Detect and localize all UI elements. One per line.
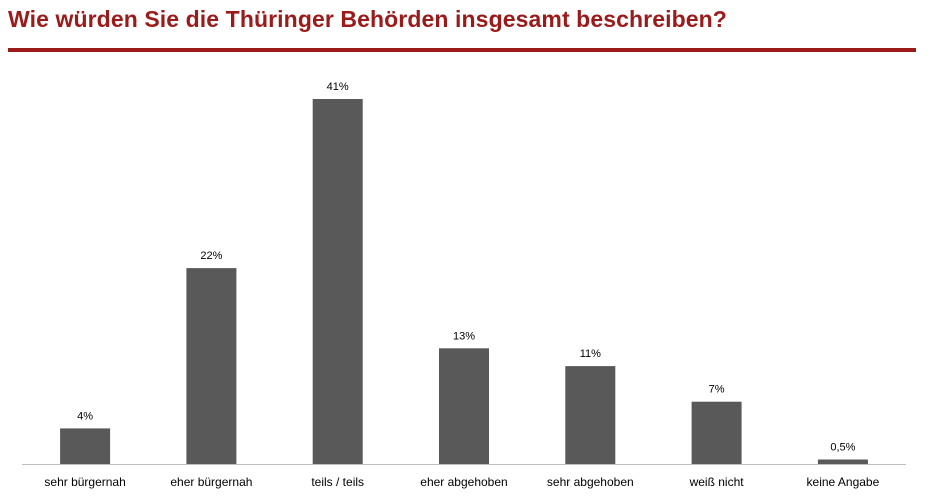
value-label-eher-buergernah: 22% (200, 250, 222, 262)
value-label-eher-abgehoben: 13% (453, 330, 475, 342)
value-label-sehr-abgehoben: 11% (580, 348, 601, 360)
value-labels-group: 4% 22% 41% 13% 11% 7% 0,5% (77, 81, 856, 454)
value-label-keine-angabe: 0,5% (830, 442, 855, 454)
category-label-teils-teils: teils / teils (311, 475, 364, 489)
value-label-weiss-nicht: 7% (709, 384, 725, 396)
category-label-sehr-abgehoben: sehr abgehoben (547, 475, 634, 489)
bar-eher-abgehoben (439, 348, 489, 464)
category-label-keine-angabe: keine Angabe (807, 475, 880, 489)
value-label-sehr-buergernah: 4% (77, 410, 93, 422)
bar-eher-buergernah (186, 268, 237, 464)
bar-keine-angabe (817, 459, 868, 464)
category-label-sehr-buergernah: sehr bürgernah (44, 475, 125, 489)
category-labels-group: sehr bürgernah eher bürgernah teils / teil… (44, 475, 879, 489)
chart-title: Wie würden Sie die Thüringer Behörden in… (8, 6, 727, 32)
bar-sehr-abgehoben (565, 366, 616, 464)
bar-sehr-buergernah (60, 428, 111, 464)
category-label-eher-abgehoben: eher abgehoben (420, 475, 507, 489)
category-label-weiss-nicht: weiß nicht (689, 475, 745, 489)
title-underline (8, 48, 916, 52)
category-label-eher-buergernah: eher bürgernah (170, 475, 252, 489)
bar-weiss-nicht (691, 401, 742, 464)
value-label-teils-teils: 41% (327, 81, 349, 93)
bars-group (60, 99, 868, 464)
bar-teils-teils (312, 99, 363, 464)
